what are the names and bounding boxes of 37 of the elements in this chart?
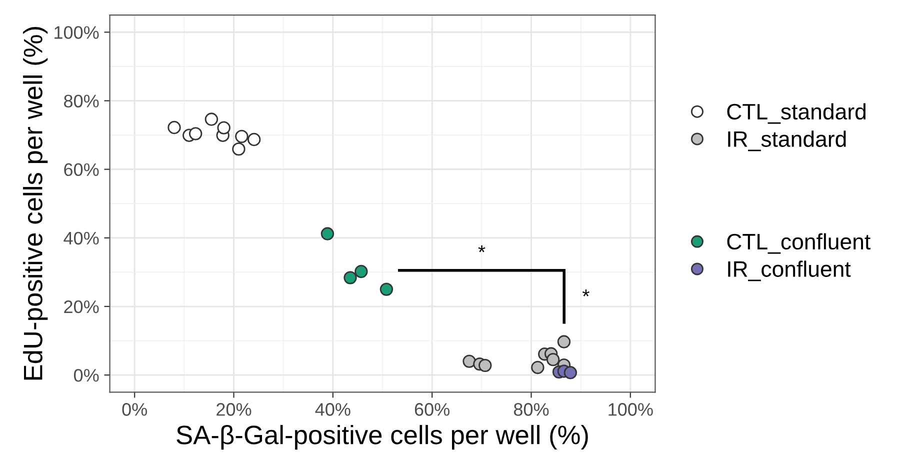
x-tick-label: 80% [514,403,549,416]
y-tick-label: 20% [64,300,99,314]
y-tick-label: 0% [74,368,99,382]
y-axis-title: EdU-positive cells per well (%) [23,27,48,380]
point [531,360,544,374]
point [557,335,571,348]
point [188,127,202,140]
point [546,353,560,366]
point [247,132,261,146]
x-tick-label: 100% [608,403,653,416]
point [380,282,394,296]
y-tick-label: 40% [64,232,99,245]
point [320,227,334,240]
point [168,120,181,134]
x-tick-label: 60% [414,403,450,416]
point [478,358,492,372]
point [232,142,246,156]
legend-label: IR_confluent [728,260,851,282]
annotation: * [478,245,486,252]
y-tick-label: 60% [64,163,99,176]
x-tick-label: 20% [216,403,252,416]
point [235,130,248,143]
point [564,366,578,380]
legend-label: CTL_standard [727,103,866,124]
annotation: * [582,290,590,296]
point [344,271,357,284]
point [354,264,368,278]
y-tick-label: 80% [64,94,99,108]
y-tick-label: 100% [54,26,99,39]
point [462,354,476,368]
point [204,112,218,126]
x-tick-label: 0% [122,403,147,416]
x-axis-title: SA-β-Gal-positive cells per well (%) [176,424,588,450]
legend-label: IR_standard [728,130,846,152]
x-tick-label: 40% [315,403,350,416]
point [217,121,230,134]
legend-label: CTL_confluent [727,233,870,254]
